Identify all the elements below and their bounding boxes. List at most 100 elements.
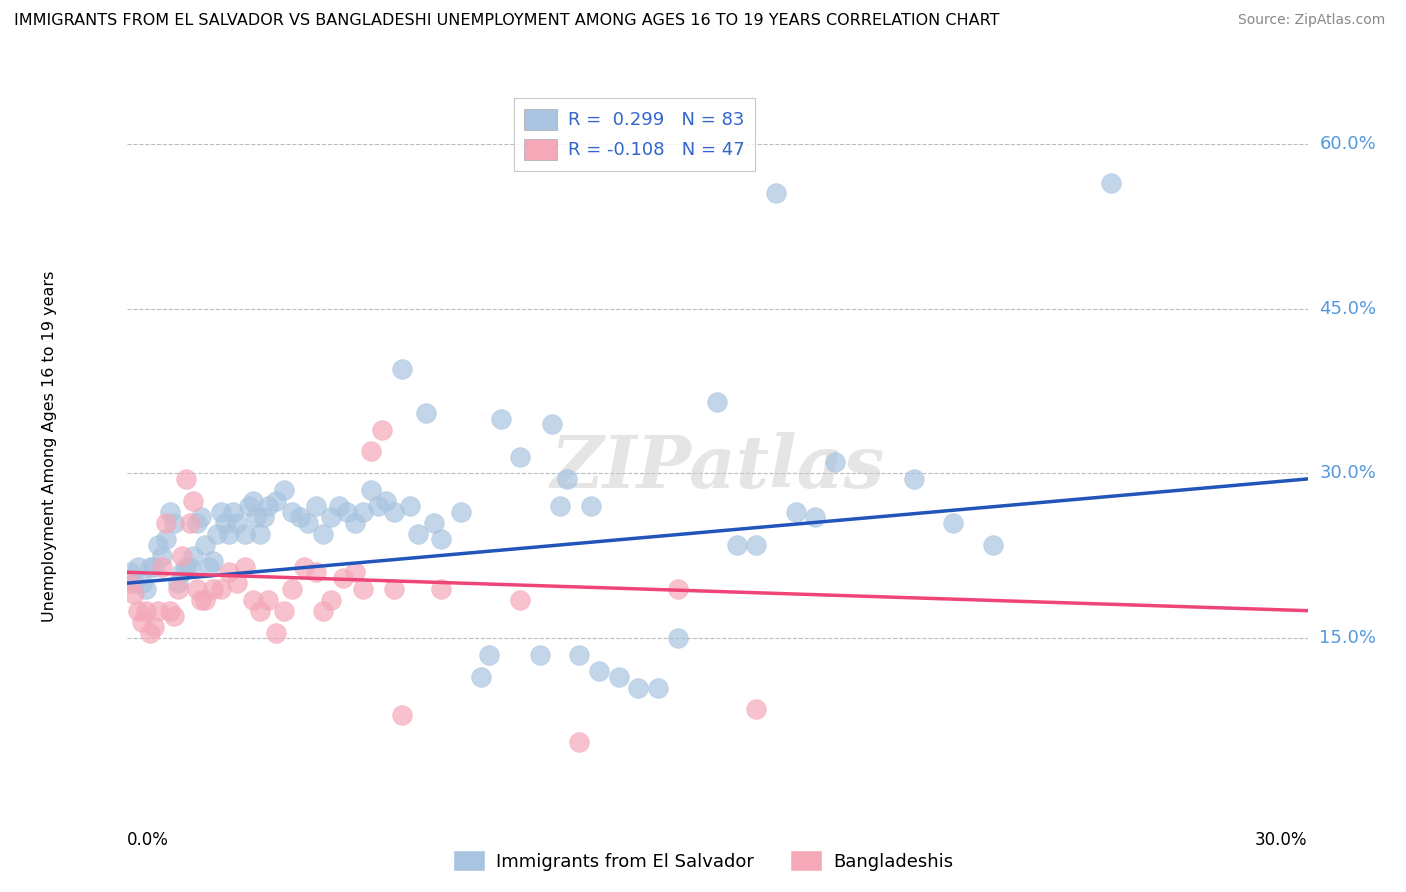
Point (238, 500, 260, 514)
Point (143, 559, 166, 574)
Text: 60.0%: 60.0% (1319, 135, 1376, 153)
Point (245, 510, 267, 524)
Point (179, 516, 201, 530)
Point (568, 735, 591, 749)
Point (360, 483, 382, 497)
Text: ZIPatlas: ZIPatlas (550, 432, 884, 503)
Point (375, 494, 398, 508)
Point (155, 533, 177, 547)
Point (186, 516, 208, 530)
Point (218, 566, 240, 580)
Point (745, 538, 768, 552)
Text: 45.0%: 45.0% (1319, 300, 1376, 318)
Point (198, 559, 221, 574)
Point (194, 538, 217, 552)
Point (548, 500, 571, 514)
Point (391, 362, 413, 376)
Point (981, 538, 1004, 552)
Point (588, 664, 610, 678)
Point (382, 505, 405, 519)
Point (264, 494, 287, 508)
Point (336, 505, 359, 519)
Point (297, 516, 319, 530)
Point (647, 681, 669, 695)
Point (225, 576, 247, 591)
Point (804, 510, 827, 524)
Point (579, 500, 602, 514)
Point (824, 455, 846, 469)
Point (509, 450, 531, 464)
Point (124, 587, 146, 601)
Text: IMMIGRANTS FROM EL SALVADOR VS BANGLADESHI UNEMPLOYMENT AMONG AGES 16 TO 19 YEAR: IMMIGRANTS FROM EL SALVADOR VS BANGLADES… (14, 13, 1000, 29)
Point (391, 708, 413, 723)
Text: 0.0%: 0.0% (127, 831, 169, 849)
Point (120, 576, 142, 591)
Point (183, 549, 205, 563)
Point (257, 592, 280, 607)
Point (135, 604, 157, 618)
Point (352, 505, 374, 519)
Point (489, 411, 512, 425)
Point (150, 549, 173, 563)
Point (706, 395, 728, 409)
Point (312, 604, 335, 618)
Text: 30.0%: 30.0% (1256, 831, 1308, 849)
Point (131, 576, 153, 591)
Point (179, 559, 201, 574)
Point (253, 510, 276, 524)
Point (360, 444, 382, 458)
Legend: Immigrants from El Salvador, Bangladeshis: Immigrants from El Salvador, Bangladeshi… (446, 843, 960, 879)
Point (607, 669, 630, 683)
Point (190, 510, 212, 524)
Point (174, 559, 197, 574)
Point (186, 582, 208, 596)
Point (568, 648, 591, 662)
Point (131, 615, 153, 629)
Point (127, 604, 149, 618)
Point (150, 559, 173, 574)
Point (352, 582, 374, 596)
Point (1099, 176, 1122, 190)
Point (529, 648, 551, 662)
Point (450, 505, 472, 519)
Point (321, 510, 343, 524)
Point (422, 516, 444, 530)
Point (332, 571, 354, 585)
Point (163, 516, 186, 530)
Point (218, 526, 240, 541)
Point (183, 494, 205, 508)
Point (233, 559, 256, 574)
Point (249, 604, 271, 618)
Point (273, 604, 295, 618)
Point (627, 681, 650, 695)
Point (139, 625, 162, 640)
Point (288, 510, 311, 524)
Point (399, 500, 422, 514)
Point (170, 549, 193, 563)
Point (194, 592, 217, 607)
Point (190, 592, 212, 607)
Point (249, 526, 271, 541)
Point (343, 516, 366, 530)
Point (666, 582, 689, 596)
Point (225, 516, 247, 530)
Point (382, 582, 405, 596)
Point (430, 582, 453, 596)
Point (214, 516, 236, 530)
Point (127, 559, 149, 574)
Point (321, 592, 343, 607)
Point (222, 505, 245, 519)
Point (509, 592, 531, 607)
Point (328, 500, 350, 514)
Point (903, 472, 925, 486)
Point (166, 582, 188, 596)
Point (942, 516, 965, 530)
Point (666, 631, 689, 645)
Point (430, 533, 453, 547)
Point (765, 186, 787, 201)
Point (343, 566, 366, 580)
Point (540, 417, 562, 431)
Point (406, 526, 429, 541)
Point (242, 592, 264, 607)
Point (264, 625, 287, 640)
